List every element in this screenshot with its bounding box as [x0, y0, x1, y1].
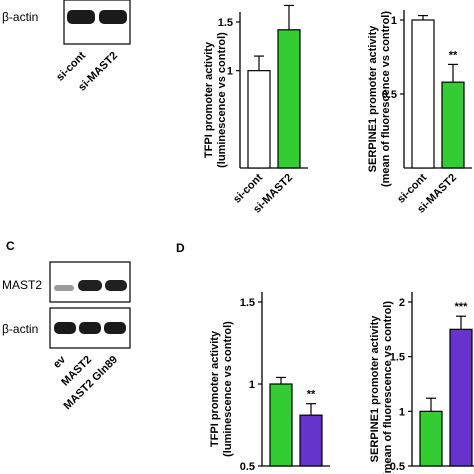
- bar: [419, 410, 443, 467]
- blot-c-row-label-actin: β-actin: [2, 322, 38, 336]
- blot-c-band-mast2-ev: [54, 285, 74, 291]
- significance-label: **: [307, 389, 316, 401]
- y-tick-label: 0.5: [240, 461, 255, 473]
- blot-a-row-label-actin: β-actin: [2, 10, 38, 24]
- y-tick-label: 1: [249, 379, 255, 391]
- bar: [247, 70, 271, 169]
- y-axis-label: SERPINE1 promoter activity(mean of fluor…: [369, 301, 394, 474]
- blot-c-band-mast2-gln89: [105, 280, 127, 291]
- significance-label: **: [449, 49, 458, 61]
- y-tick-label: 1.5: [240, 297, 255, 309]
- y-tick-label: 1: [391, 15, 397, 27]
- bar: [411, 19, 435, 169]
- blot-a: β-actin si-cont si-MAST2: [2, 0, 131, 94]
- y-axis-label: TFPI promoter activity(luminescence vs c…: [209, 321, 234, 457]
- bar: [277, 29, 301, 169]
- blot-a-band-lane1: [67, 10, 95, 24]
- bar: [269, 383, 293, 467]
- bar: [449, 328, 473, 467]
- blot-a-band-lane2: [99, 10, 127, 24]
- blot-c-row-label-mast2: MAST2: [2, 278, 42, 292]
- significance-label: ***: [455, 301, 469, 313]
- blot-c-lane-label-ev: ev: [51, 353, 69, 371]
- y-tick-label: 0.5: [382, 89, 397, 101]
- chart-serpine1-overexpression: 0.5 1 1.5 2 SERPINE1 promoter activity(mean …: [369, 292, 474, 474]
- blot-c: C MAST2 β-actin ev MAST2 MAST2 Gln89: [2, 239, 131, 412]
- bar: [299, 414, 323, 467]
- panel-letter-c: C: [6, 239, 15, 253]
- chart-tfpi-knockdown: 1 1.5 TFPI promoter activity(luminescence …: [203, 4, 308, 216]
- y-tick-label: 1.5: [218, 17, 233, 29]
- y-tick-label: 1.5: [390, 352, 405, 364]
- y-tick-label: 0.5: [390, 461, 405, 473]
- blot-c-band-actin-gln89: [104, 322, 126, 334]
- blot-c-band-mast2-wt: [78, 280, 102, 291]
- panel-letter-d: D: [176, 241, 185, 255]
- blot-c-band-actin-wt: [79, 322, 101, 334]
- y-axis-label: SERPINE1 promoter activity(mean of fluor…: [367, 11, 392, 187]
- y-axis-label: TFPI promoter activity(luminescence vs c…: [203, 32, 228, 168]
- y-tick-label: 2: [399, 297, 405, 309]
- y-tick-label: 1: [227, 66, 233, 78]
- bar: [441, 81, 465, 169]
- y-tick-label: 1: [399, 406, 405, 418]
- chart-tfpi-overexpression: 0.5 1 1.5 TFPI promoter activity(luminescen…: [209, 292, 330, 473]
- blot-c-band-actin-ev: [54, 322, 76, 334]
